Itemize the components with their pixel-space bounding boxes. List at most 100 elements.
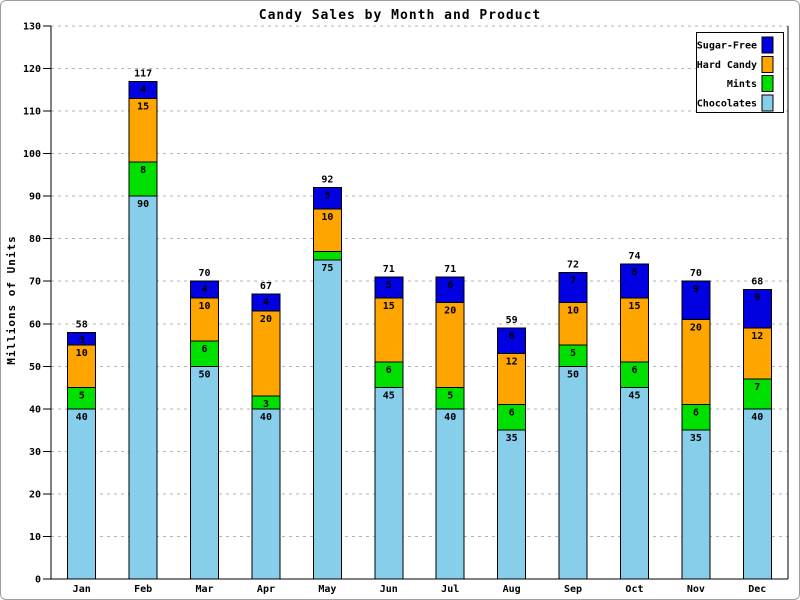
bar-segment-jun-mints <box>374 361 404 389</box>
value-label-oct-chocolates: 45 <box>628 391 640 402</box>
bar-segment-dec-mints <box>742 378 772 410</box>
bar-segment-apr-chocolates <box>251 408 281 580</box>
value-label-jun-hard-candy: 15 <box>383 301 395 312</box>
value-label-jun-chocolates: 45 <box>383 391 395 402</box>
value-label-jan-hard-candy: 10 <box>76 348 88 359</box>
value-label-may-chocolates: 75 <box>321 263 333 274</box>
y-tick-label-40: 40 <box>29 404 41 415</box>
y-tick-label-0: 0 <box>35 575 41 586</box>
bar-segment-jun-hard-candy <box>374 297 404 363</box>
total-label-apr: 67 <box>260 281 272 292</box>
bar-segment-jun-chocolates <box>374 387 404 580</box>
value-label-feb-chocolates: 90 <box>137 199 149 210</box>
value-label-mar-mints: 6 <box>202 344 208 355</box>
total-label-sep: 72 <box>567 260 579 271</box>
total-label-jun: 71 <box>383 264 395 275</box>
bar-segment-nov-chocolates <box>681 429 711 580</box>
y-tick-label-70: 70 <box>29 277 41 288</box>
value-label-nov-hard-candy: 20 <box>690 323 702 334</box>
bar-segment-dec-hard-candy <box>742 327 772 380</box>
bar-segment-aug-chocolates <box>497 429 527 580</box>
value-label-apr-chocolates: 40 <box>260 412 272 423</box>
bar-segment-mar-mints <box>190 340 220 367</box>
bar-segment-may-mints <box>312 250 342 261</box>
x-tick-label-apr: Apr <box>257 584 275 595</box>
value-label-sep-chocolates: 50 <box>567 369 579 380</box>
bar-segment-mar-sugar-free <box>190 280 220 299</box>
legend-label-hard-candy: Hard Candy <box>697 60 757 71</box>
value-label-feb-mints: 8 <box>140 165 146 176</box>
value-label-sep-hard-candy: 10 <box>567 306 579 317</box>
y-tick-label-10: 10 <box>29 532 41 543</box>
value-label-mar-sugar-free: 4 <box>202 284 208 295</box>
bar-segment-may-chocolates <box>312 259 342 580</box>
legend-label-sugar-free: Sugar-Free <box>697 41 757 52</box>
y-tick-label-60: 60 <box>29 319 41 330</box>
chart-title: Candy Sales by Month and Product <box>258 8 542 23</box>
bar-segment-feb-mints <box>128 161 158 197</box>
value-label-apr-mints: 3 <box>263 399 269 410</box>
bar-segment-apr-sugar-free <box>251 293 281 312</box>
value-label-sep-sugar-free: 7 <box>570 276 576 287</box>
bar-segment-feb-hard-candy <box>128 97 158 163</box>
x-tick-label-sep: Sep <box>564 584 582 595</box>
bar-segment-oct-chocolates <box>619 387 649 580</box>
bar-segment-jan-sugar-free <box>67 331 97 346</box>
y-tick-label-30: 30 <box>29 447 41 458</box>
legend-label-mints: Mints <box>727 78 757 90</box>
bar-segment-jan-chocolates <box>67 408 97 580</box>
y-tick-label-110: 110 <box>23 107 41 118</box>
bar-segment-aug-mints <box>497 404 527 431</box>
total-label-dec: 68 <box>751 277 763 288</box>
value-label-mar-hard-candy: 10 <box>199 301 211 312</box>
x-tick-label-jan: Jan <box>73 584 91 595</box>
x-tick-label-nov: Nov <box>687 584 705 595</box>
value-label-feb-hard-candy: 15 <box>137 101 149 112</box>
bar-segment-oct-sugar-free <box>619 263 649 299</box>
value-label-dec-chocolates: 40 <box>751 412 763 423</box>
y-tick-label-100: 100 <box>23 149 41 160</box>
value-label-jun-mints: 6 <box>386 365 392 376</box>
value-label-jan-chocolates: 40 <box>76 412 88 423</box>
bar-segment-jul-chocolates <box>435 408 465 580</box>
x-tick-label-dec: Dec <box>748 584 766 595</box>
total-label-mar: 70 <box>199 268 211 279</box>
total-label-nov: 70 <box>690 268 702 279</box>
total-label-jul: 71 <box>444 264 456 275</box>
bar-segment-aug-hard-candy <box>497 353 527 406</box>
bar-segment-nov-sugar-free <box>681 280 711 321</box>
value-label-jun-sugar-free: 5 <box>386 280 392 291</box>
bar-segment-sep-sugar-free <box>558 272 588 304</box>
bar-segment-oct-mints <box>619 361 649 389</box>
value-label-dec-sugar-free: 9 <box>754 293 760 304</box>
legend-swatch-hard-candy <box>761 55 774 73</box>
legend-swatch-sugar-free <box>761 36 774 54</box>
y-tick-label-80: 80 <box>29 234 41 245</box>
value-label-jul-mints: 5 <box>447 391 453 402</box>
x-tick-label-oct: Oct <box>625 584 643 595</box>
bar-segment-mar-chocolates <box>190 365 220 580</box>
value-label-jul-sugar-free: 6 <box>447 280 453 291</box>
value-label-may-sugar-free: 5 <box>324 191 330 202</box>
value-label-oct-hard-candy: 15 <box>628 301 640 312</box>
y-tick-label-120: 120 <box>23 64 41 75</box>
bar-segment-nov-hard-candy <box>681 319 711 406</box>
bar-segment-sep-hard-candy <box>558 302 588 346</box>
value-label-oct-mints: 6 <box>631 365 637 376</box>
value-label-jul-chocolates: 40 <box>444 412 456 423</box>
bar-segment-jan-hard-candy <box>67 344 97 389</box>
bar-segment-dec-chocolates <box>742 408 772 580</box>
total-label-jan: 58 <box>76 319 88 330</box>
bar-segment-may-hard-candy <box>312 208 342 252</box>
bar-segment-may-sugar-free <box>312 187 342 210</box>
value-label-apr-sugar-free: 4 <box>263 297 269 308</box>
y-tick-label-20: 20 <box>29 489 41 500</box>
value-label-nov-chocolates: 35 <box>690 433 702 444</box>
x-tick-label-jun: Jun <box>380 584 398 595</box>
bar-segment-feb-sugar-free <box>128 80 158 99</box>
value-label-aug-chocolates: 35 <box>506 433 518 444</box>
total-label-may: 92 <box>321 175 333 186</box>
x-tick-label-aug: Aug <box>503 584 521 595</box>
value-label-sep-mints: 5 <box>570 348 576 359</box>
x-tick-label-jul: Jul <box>441 584 459 595</box>
